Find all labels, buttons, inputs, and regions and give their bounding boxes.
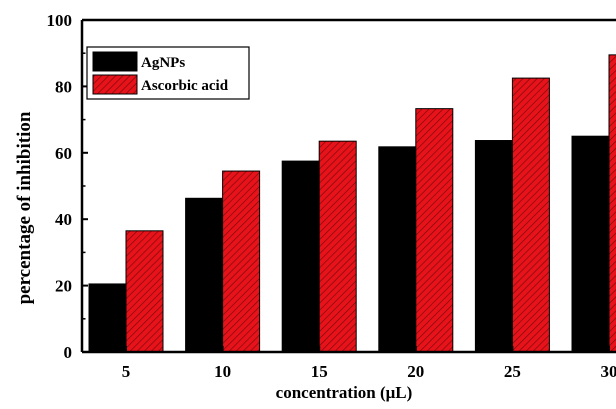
y-tick-label: 40 <box>55 210 72 229</box>
bar-ascorbic-acid-25 <box>512 78 549 352</box>
bar-ascorbic-acid-20 <box>416 109 453 352</box>
legend: AgNPs Ascorbic acid <box>87 47 249 99</box>
bar-agnps-10 <box>186 198 223 352</box>
bar-agnps-15 <box>282 161 319 352</box>
legend-label-ascorbic-acid: Ascorbic acid <box>141 78 229 94</box>
x-tick-label: 25 <box>504 362 521 381</box>
x-tick-label: 5 <box>122 362 131 381</box>
bar-ascorbic-acid-10 <box>223 171 260 352</box>
bar-ascorbic-acid-15 <box>319 141 356 352</box>
x-tick-label: 10 <box>214 362 231 381</box>
y-tick-label: 100 <box>47 11 73 30</box>
y-tick-label: 0 <box>64 343 73 362</box>
legend-swatch-ascorbic-acid <box>93 75 137 94</box>
bar-agnps-25 <box>475 141 512 352</box>
legend-label-agnps: AgNPs <box>141 55 185 71</box>
bar-agnps-30 <box>572 136 609 352</box>
y-axis-label: percentage of inhibition <box>14 111 35 304</box>
x-axis-label: concentration (μL) <box>276 383 413 402</box>
bar-agnps-20 <box>379 147 416 352</box>
x-tick-label: 20 <box>407 362 424 381</box>
y-tick-label: 20 <box>55 277 72 296</box>
y-tick-label: 60 <box>55 144 72 163</box>
legend-swatch-agnps <box>93 52 137 71</box>
y-tick-label: 80 <box>55 77 72 96</box>
x-tick-label: 15 <box>311 362 328 381</box>
bar-ascorbic-acid-5 <box>126 231 163 352</box>
bar-ascorbic-acid-30 <box>609 55 616 352</box>
x-tick-label: 30 <box>601 362 616 381</box>
bar-agnps-5 <box>89 284 126 352</box>
